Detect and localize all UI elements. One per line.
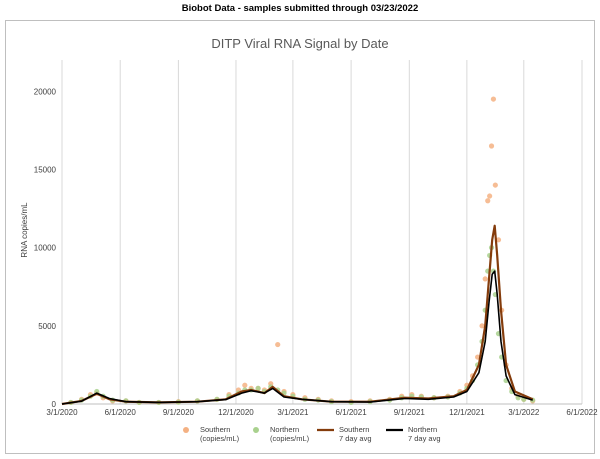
northern-point: [255, 385, 261, 391]
x-tick-label: 3/1/2020: [46, 408, 78, 417]
legend-marker-southern: [183, 427, 189, 433]
southern-point: [488, 143, 495, 149]
x-tick-label: 6/1/2022: [566, 408, 598, 417]
chart-title: DITP Viral RNA Signal by Date: [211, 36, 388, 51]
southern-point: [275, 341, 281, 348]
southern-point: [485, 198, 491, 204]
legend-label-northern: Northern: [270, 425, 299, 434]
southern-point: [495, 237, 502, 243]
x-tick-labels: 3/1/2020 6/1/2020 9/1/2020 12/1/2020 3/1/202…: [46, 408, 598, 417]
x-tick-label: 12/1/2021: [449, 408, 485, 417]
chart-banner: Biobot Data - samples submitted through …: [181, 3, 419, 14]
northern_avg-line: [61, 270, 533, 405]
southern-point: [492, 182, 498, 188]
grid-lines: [61, 60, 583, 404]
x-tick-label: 6/1/2021: [336, 408, 368, 417]
legend-label-southern: Southern: [200, 425, 230, 434]
x-tick-label: 3/1/2022: [508, 408, 540, 417]
avg-lines: [61, 224, 534, 406]
legend-label-northern_avg: Northern: [408, 425, 437, 434]
x-tick-label: 9/1/2020: [163, 408, 195, 417]
southern-point: [490, 96, 497, 102]
legend-sublabel-northern: (copies/mL): [270, 434, 310, 443]
x-tick-label: 3/1/2021: [277, 408, 309, 417]
legend-sublabel-southern: (copies/mL): [200, 434, 240, 443]
legend-sublabel-northern_avg: 7 day avg: [408, 434, 441, 443]
y-tick-label: 10000: [34, 244, 57, 253]
chart-frame: [5, 20, 595, 454]
northern-points: [68, 245, 536, 406]
southern-point: [479, 323, 485, 329]
x-tick-label: 12/1/2020: [218, 408, 254, 417]
y-tick-label: 0: [52, 400, 57, 409]
southern_avg-line: [61, 224, 534, 406]
southern-point: [482, 276, 488, 282]
legend: Southern(copies/mL)Northern(copies/mL)So…: [183, 425, 441, 443]
y-axis-label: RNA copies/mL: [20, 202, 29, 258]
y-tick-label: 15000: [34, 165, 57, 174]
legend-sublabel-southern_avg: 7 day avg: [339, 434, 372, 443]
southern-points: [68, 96, 536, 406]
y-tick-label: 20000: [34, 87, 57, 96]
x-tick-label: 9/1/2021: [394, 408, 426, 417]
y-tick-label: 5000: [38, 322, 56, 331]
y-tick-labels: 0 5000 10000 15000 20000: [34, 87, 57, 409]
legend-label-southern_avg: Southern: [339, 425, 369, 434]
southern-point: [242, 382, 248, 388]
x-tick-label: 6/1/2020: [105, 408, 137, 417]
legend-marker-northern: [253, 427, 259, 433]
southern-point: [487, 193, 493, 199]
